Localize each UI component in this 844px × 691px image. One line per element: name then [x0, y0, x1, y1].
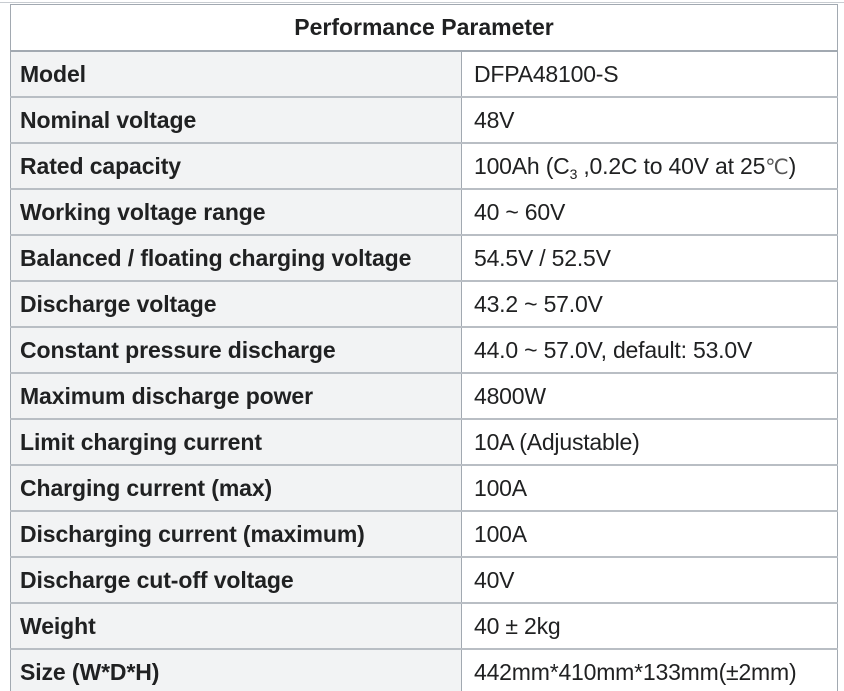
table-row: Size (W*D*H) 442mm*410mm*133mm(±2mm) — [10, 648, 838, 691]
row-value-rated-capacity: 100Ah (C3 ,0.2C to 40V at 25℃) — [461, 142, 838, 190]
row-value-weight: 40 ± 2kg — [461, 602, 838, 650]
row-label-limit-charging-current: Limit charging current — [10, 418, 462, 466]
row-label-rated-capacity: Rated capacity — [10, 142, 462, 190]
table-row: Charging current (max) 100A — [10, 464, 838, 512]
table-row: Balanced / floating charging voltage 54.… — [10, 234, 838, 282]
row-label-charging-current-max: Charging current (max) — [10, 464, 462, 512]
row-label-size: Size (W*D*H) — [10, 648, 462, 691]
table-row: Constant pressure discharge 44.0 ~ 57.0V… — [10, 326, 838, 374]
row-value-nominal-voltage: 48V — [461, 96, 838, 144]
table-row: Working voltage range 40 ~ 60V — [10, 188, 838, 236]
row-value-discharge-voltage: 43.2 ~ 57.0V — [461, 280, 838, 328]
table-row: Discharge voltage 43.2 ~ 57.0V — [10, 280, 838, 328]
row-label-working-voltage-range: Working voltage range — [10, 188, 462, 236]
row-label-discharging-current-maximum: Discharging current (maximum) — [10, 510, 462, 558]
row-value-charging-current-max: 100A — [461, 464, 838, 512]
table-row: Discharge cut-off voltage 40V — [10, 556, 838, 604]
table-row: Nominal voltage 48V — [10, 96, 838, 144]
row-value-maximum-discharge-power: 4800W — [461, 372, 838, 420]
row-value-limit-charging-current: 10A (Adjustable) — [461, 418, 838, 466]
table-row: Limit charging current 10A (Adjustable) — [10, 418, 838, 466]
row-label-maximum-discharge-power: Maximum discharge power — [10, 372, 462, 420]
row-label-constant-pressure-discharge: Constant pressure discharge — [10, 326, 462, 374]
page-top-rule — [0, 2, 844, 3]
row-value-discharging-current-maximum: 100A — [461, 510, 838, 558]
row-value-balanced-floating-charging-voltage: 54.5V / 52.5V — [461, 234, 838, 282]
table-header-row: Performance Parameter — [10, 4, 838, 52]
degree-celsius-symbol: ℃ — [765, 154, 789, 179]
rated-capacity-suffix: ) — [788, 152, 797, 179]
row-value-discharge-cut-off-voltage: 40V — [461, 556, 838, 604]
performance-parameter-table: Performance Parameter Model DFPA48100-S … — [10, 4, 838, 691]
row-value-size: 442mm*410mm*133mm(±2mm) — [461, 648, 838, 691]
row-value-working-voltage-range: 40 ~ 60V — [461, 188, 838, 236]
row-label-model: Model — [10, 50, 462, 98]
table-row: Model DFPA48100-S — [10, 50, 838, 98]
rated-capacity-subscript: 3 — [569, 165, 578, 182]
table-row: Rated capacity 100Ah (C3 ,0.2C to 40V at… — [10, 142, 838, 190]
row-value-constant-pressure-discharge: 44.0 ~ 57.0V, default: 53.0V — [461, 326, 838, 374]
table-row: Maximum discharge power 4800W — [10, 372, 838, 420]
rated-capacity-prefix: 100Ah (C — [474, 152, 570, 179]
row-label-weight: Weight — [10, 602, 462, 650]
row-label-balanced-floating-charging-voltage: Balanced / floating charging voltage — [10, 234, 462, 282]
table-title: Performance Parameter — [10, 4, 838, 52]
table-row: Weight 40 ± 2kg — [10, 602, 838, 650]
row-value-model: DFPA48100-S — [461, 50, 838, 98]
table-row: Discharging current (maximum) 100A — [10, 510, 838, 558]
row-label-discharge-cut-off-voltage: Discharge cut-off voltage — [10, 556, 462, 604]
row-label-discharge-voltage: Discharge voltage — [10, 280, 462, 328]
row-label-nominal-voltage: Nominal voltage — [10, 96, 462, 144]
rated-capacity-mid: ,0.2C to 40V at 25 — [577, 152, 766, 179]
